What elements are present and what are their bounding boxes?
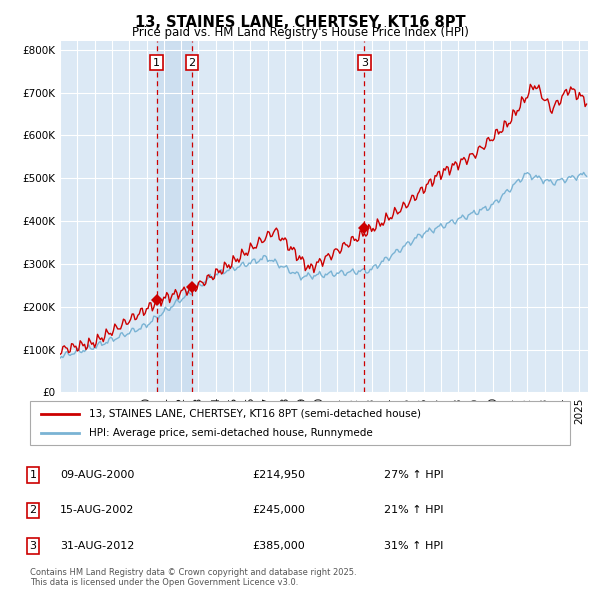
Bar <box>157 41 192 392</box>
Text: 2: 2 <box>29 506 37 515</box>
Text: 2: 2 <box>188 58 196 68</box>
Text: 21% ↑ HPI: 21% ↑ HPI <box>384 506 443 515</box>
Text: 27% ↑ HPI: 27% ↑ HPI <box>384 470 443 480</box>
Text: 1: 1 <box>153 58 160 68</box>
Text: 3: 3 <box>361 58 368 68</box>
FancyBboxPatch shape <box>30 401 570 445</box>
Text: £385,000: £385,000 <box>252 541 305 550</box>
Text: 13, STAINES LANE, CHERTSEY, KT16 8PT (semi-detached house): 13, STAINES LANE, CHERTSEY, KT16 8PT (se… <box>89 409 421 418</box>
Text: 31-AUG-2012: 31-AUG-2012 <box>60 541 134 550</box>
Text: Contains HM Land Registry data © Crown copyright and database right 2025.
This d: Contains HM Land Registry data © Crown c… <box>30 568 356 587</box>
Text: Price paid vs. HM Land Registry's House Price Index (HPI): Price paid vs. HM Land Registry's House … <box>131 26 469 39</box>
Text: 31% ↑ HPI: 31% ↑ HPI <box>384 541 443 550</box>
Text: 1: 1 <box>29 470 37 480</box>
Text: 13, STAINES LANE, CHERTSEY, KT16 8PT: 13, STAINES LANE, CHERTSEY, KT16 8PT <box>134 15 466 30</box>
Text: 3: 3 <box>29 541 37 550</box>
Text: £214,950: £214,950 <box>252 470 305 480</box>
Text: HPI: Average price, semi-detached house, Runnymede: HPI: Average price, semi-detached house,… <box>89 428 373 438</box>
Text: £245,000: £245,000 <box>252 506 305 515</box>
Text: 15-AUG-2002: 15-AUG-2002 <box>60 506 134 515</box>
Text: 09-AUG-2000: 09-AUG-2000 <box>60 470 134 480</box>
